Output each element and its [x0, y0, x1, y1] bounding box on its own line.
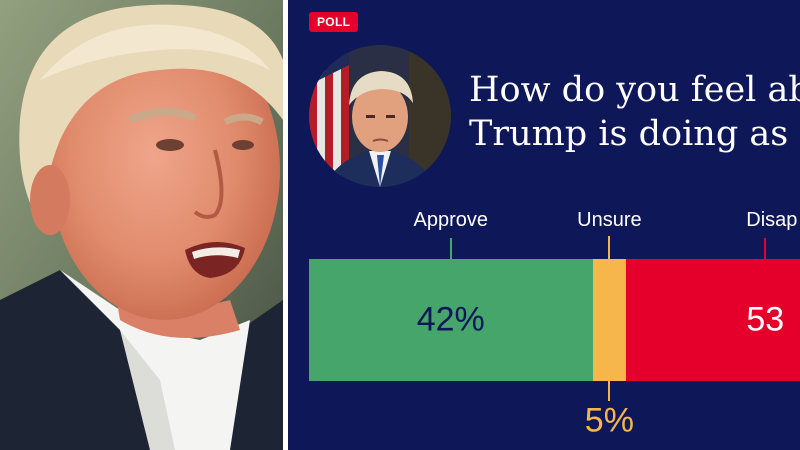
value-label-unsure: 5%	[584, 401, 634, 440]
category-tick-unsure	[608, 236, 611, 401]
value-label-disap: 53	[746, 300, 785, 339]
poll-card: POLL How do you feel abo Trump	[288, 0, 800, 450]
category-label-disap: Disap	[746, 209, 798, 231]
bar-segment-disap	[626, 259, 800, 381]
panel-divider	[283, 0, 288, 450]
question-line-1: How do you feel abo	[469, 70, 800, 110]
portrait-photo	[0, 0, 283, 450]
category-tick-approve	[449, 238, 452, 259]
news-photo	[0, 0, 283, 450]
approval-bar-chart: Approve 42% Unsure 5% Disap 53	[288, 0, 800, 450]
category-label-approve: Approve	[413, 209, 489, 231]
bar-segment-approve	[309, 259, 593, 381]
category-tick-disap	[764, 238, 767, 259]
question-line-2: Trump is doing as pr	[469, 114, 800, 154]
category-label-unsure: Unsure	[577, 209, 642, 231]
poll-question: How do you feel abo Trump is doing as pr	[469, 68, 800, 156]
value-label-approve: 42%	[416, 300, 485, 339]
poll-badge: POLL	[309, 12, 359, 32]
